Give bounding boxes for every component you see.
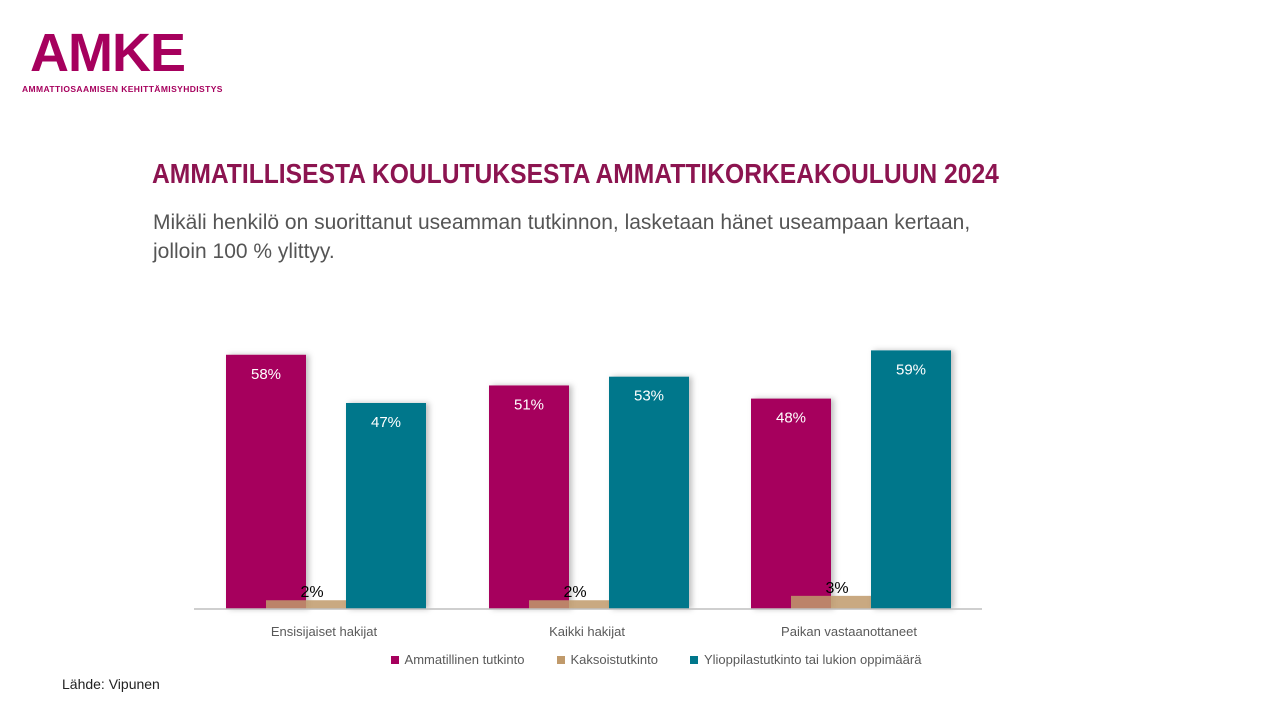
legend-label-2: Kaksoistutkinto	[570, 652, 658, 667]
data-label-1-1: 58%	[251, 366, 281, 383]
bar-1-3	[751, 398, 831, 609]
bar-2-2	[529, 600, 609, 609]
category-label-3: Paikan vastaanottaneet	[781, 624, 917, 639]
legend-item-3: Ylioppilastutkinto tai lukion oppimäärä	[689, 652, 922, 667]
data-label-2-3: 3%	[825, 580, 848, 597]
data-label-2-1: 2%	[300, 584, 323, 601]
logo-subtext: AMMATTIOSAAMISEN KEHITTÄMISYHDISTYS	[22, 84, 223, 94]
bar-3-3	[871, 350, 951, 609]
bar-3-1	[346, 402, 426, 609]
data-label-3-1: 47%	[371, 414, 401, 431]
chart-legend: Ammatillinen tutkinto Kaksoistutkinto Ylio…	[0, 652, 1280, 667]
chart-title: AMMATILLISESTA KOULUTUKSESTA AMMATTIKORK…	[152, 158, 999, 189]
amke-logo: AMKE AMMATTIOSAAMISEN KEHITTÄMISYHDISTYS	[22, 26, 232, 96]
bar-3-2	[609, 376, 689, 609]
bars-group	[226, 350, 951, 609]
labels-group: 58% 2% 47% Ensisijaiset hakijat 51% 2% 53% Kaik…	[251, 361, 926, 639]
source-note: Lähde: Vipunen	[62, 676, 160, 692]
legend-item-1: Ammatillinen tutkinto	[390, 652, 525, 667]
data-label-1-3: 48%	[776, 410, 806, 427]
legend-item-2: Kaksoistutkinto	[556, 652, 658, 667]
data-label-2-2: 2%	[563, 584, 586, 601]
bar-1-2	[489, 385, 569, 609]
logo-mark: AMKE	[30, 23, 186, 83]
legend-swatch-2	[556, 655, 565, 664]
legend-label-1: Ammatillinen tutkinto	[404, 652, 525, 667]
legend-swatch-3	[689, 655, 698, 664]
chart-subtitle: Mikäli henkilö on suorittanut useamman t…	[153, 211, 971, 263]
bar-1-1	[226, 354, 306, 609]
legend-swatch-1	[390, 655, 399, 664]
legend-label-3: Ylioppilastutkinto tai lukion oppimäärä	[703, 652, 922, 667]
data-label-1-2: 51%	[514, 396, 544, 413]
category-label-2: Kaikki hakijat	[549, 624, 625, 639]
bar-2-3	[791, 595, 871, 609]
data-label-3-3: 59%	[896, 361, 926, 378]
data-label-3-2: 53%	[634, 388, 664, 405]
category-label-1: Ensisijaiset hakijat	[271, 624, 378, 639]
bar-2-1	[266, 600, 346, 609]
